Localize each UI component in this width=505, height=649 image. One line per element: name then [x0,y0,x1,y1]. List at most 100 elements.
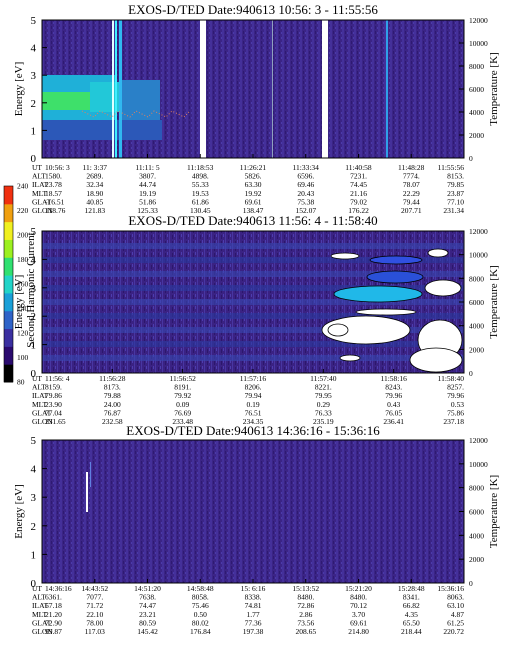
table-cell: 14:36:16 [45,584,72,593]
row-label: GLON [32,627,53,636]
energy-band [42,285,464,291]
y2-tick-label: 8000 [469,62,484,71]
table-cell: 79.96 [385,391,402,400]
y2-tick-label: 12000 [469,227,488,236]
y-axis-label: Energy [eV] [13,62,25,116]
y2-axis-label: Temperature [K] [488,265,500,338]
table-cell: 207.71 [401,206,422,215]
table-cell: 125.33 [137,206,158,215]
intensity-blob [321,315,411,345]
table-cell: 7774. [403,172,420,181]
energy-band [42,327,464,333]
data-gap [200,19,206,159]
table-cell: 61.86 [192,197,209,206]
spike-line [112,20,114,158]
y2-tick-label: 6000 [469,85,484,94]
table-cell: 4898. [192,172,209,181]
table-cell: 15:13:52 [292,584,319,593]
table-cell: 69.46 [297,180,314,189]
y-tick-label: 0 [31,578,37,590]
row-label: MLT [32,610,48,619]
intensity-blob [355,308,417,316]
y2-tick-label: 8000 [469,274,484,283]
y2-tick-label: 10000 [469,39,488,48]
colorbar-segment [4,328,13,347]
table-cell: 80.02 [192,618,209,627]
table-cell: 8153. [447,172,464,181]
y-tick-label: 5 [31,435,37,447]
table-cell: 232.58 [102,417,123,426]
table-cell: 78.07 [403,180,420,189]
table-cell: 23.21 [139,610,156,619]
intensity-blob [333,285,423,303]
table-cell: 73.56 [297,618,314,627]
table-cell: 74.45 [350,180,367,189]
table-cell: 231.34 [443,206,464,215]
table-cell: 4.35 [405,610,418,619]
table-cell: 51.86 [139,197,156,206]
table-cell: 79.86 [45,391,62,400]
table-cell: 6361. [45,593,62,602]
table-cell: 0.50 [194,610,207,619]
table-cell: 214.80 [348,627,369,636]
temperature-trace [81,110,191,118]
intensity-blob [427,248,449,258]
table-cell: 24.00 [104,400,121,409]
band-blue [120,80,160,120]
panel-title: EXOS-D/TED Date:940613 11:56: 4 - 11:58:… [128,213,377,228]
table-cell: 21.20 [45,610,62,619]
row-label: ALT [32,593,46,602]
table-cell: 22.10 [86,610,103,619]
table-cell: 19.19 [139,189,156,198]
table-cell: 8480. [297,593,314,602]
table-cell: 11:56:28 [99,374,126,383]
table-cell: 65.50 [403,618,420,627]
table-cell: 79.44 [403,197,420,206]
row-label: GLON [32,417,53,426]
y2-tick-label: 10000 [469,460,488,469]
y-tick-label: 0 [31,153,37,165]
energy-band [42,313,464,319]
panel-2: EXOS-D/TED Date:940613 11:56: 4 - 11:58:… [13,213,500,426]
y2-tick-label: 2000 [469,345,484,354]
table-cell: 74.47 [139,601,156,610]
panel-1: EXOS-D/TED Date:940613 10:56: 3 - 11:55:… [13,2,500,215]
spike-line [119,20,122,158]
table-cell: 11: 3:37 [82,163,107,172]
y2-tick-label: 10000 [469,251,488,260]
table-cell: 75.86 [447,408,464,417]
table-cell: 11:58:16 [380,374,407,383]
table-cell: 63.30 [245,180,262,189]
table-cell: 11:58:40 [438,374,465,383]
table-cell: 10:56: 3 [45,163,70,172]
table-cell: 3807. [139,172,156,181]
table-cell: 79.85 [447,180,464,189]
table-cell: 44.74 [139,180,156,189]
data-gap [322,19,328,159]
table-cell: 77.04 [45,408,62,417]
row-label: GLAT [32,618,52,627]
table-cell: 71.72 [86,601,103,610]
table-cell: 76.87 [104,408,121,417]
table-cell: 99.87 [45,627,62,636]
table-cell: 234.35 [243,417,264,426]
table-cell: 11:56: 4 [45,374,70,383]
colorbar-tick-label: 100 [17,353,29,362]
table-cell: 18.57 [45,189,62,198]
band-green [42,92,90,110]
table-cell: 79.96 [447,391,464,400]
table-cell: 77.10 [447,197,464,206]
y2-tick-label: 6000 [469,298,484,307]
colorbar-tick-label: 240 [17,182,29,191]
table-cell: 11:48:28 [398,163,425,172]
table-cell: 66.82 [403,601,420,610]
table-cell: 233.48 [172,417,193,426]
table-cell: 8206. [245,383,262,392]
table-cell: 0.43 [387,400,400,409]
table-cell: 138.47 [243,206,264,215]
colorbar-segment [4,221,13,240]
table-cell: 220.72 [443,627,464,636]
y-tick-label: 3 [31,283,37,295]
table-cell: 61.25 [447,618,464,627]
